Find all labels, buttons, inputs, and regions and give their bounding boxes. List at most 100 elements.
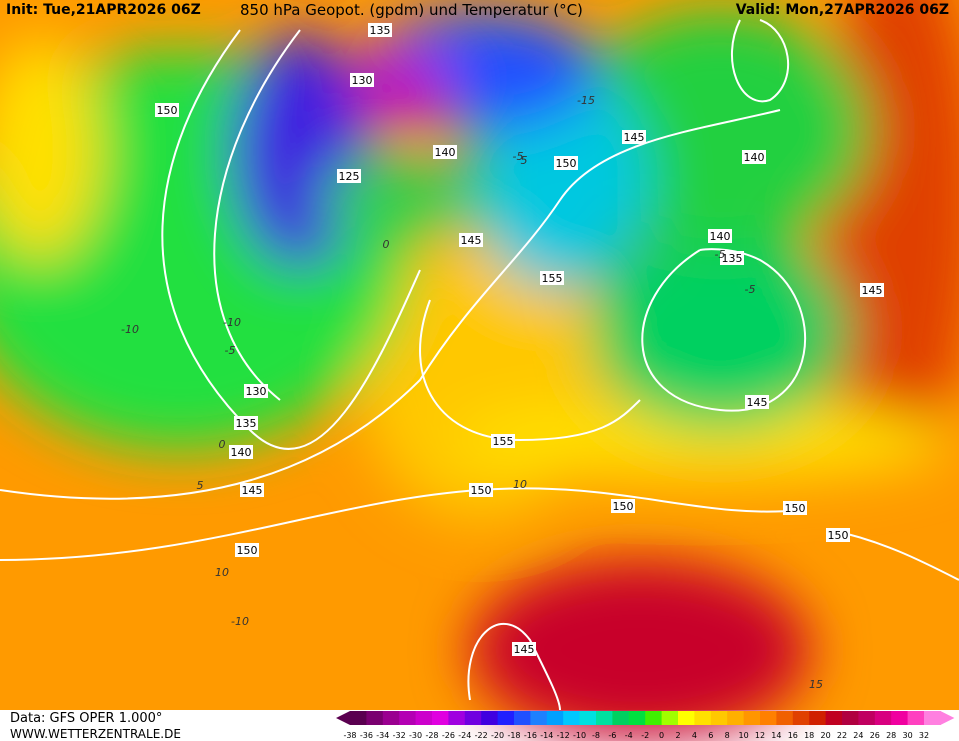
- data-source: Data: GFS OPER 1.000°: [10, 711, 163, 726]
- colorbar-label: -20: [491, 731, 504, 740]
- temperature-label: 15: [809, 678, 823, 691]
- colorbar-swatch: [825, 711, 843, 725]
- geopotential-label: 135: [370, 24, 391, 37]
- geopotential-label: 155: [493, 435, 514, 448]
- colorbar-label: 20: [821, 731, 831, 740]
- colorbar-label: 24: [853, 731, 863, 740]
- geopotential-label: 140: [710, 230, 731, 243]
- colorbar-label: -6: [608, 731, 616, 740]
- colorbar-label: 32: [919, 731, 929, 740]
- colorbar-label: 22: [837, 731, 847, 740]
- colorbar-swatch: [530, 711, 548, 725]
- contour-label-box: [611, 499, 635, 513]
- temperature-label: 0: [219, 438, 226, 451]
- colorbar-swatch: [727, 711, 745, 725]
- contour-label-box: [459, 233, 483, 247]
- temperature-label: -15: [577, 94, 595, 107]
- colorbar-label: -22: [475, 731, 488, 740]
- geopotential-label: 150: [785, 502, 806, 515]
- colorbar-label: -8: [592, 731, 600, 740]
- colorbar-label: -38: [343, 731, 356, 740]
- contour-label-box: [469, 483, 493, 497]
- colorbar-label: -4: [625, 731, 633, 740]
- contour-label-box: [337, 169, 361, 183]
- colorbar-swatch: [743, 711, 761, 725]
- temperature-label: 0: [383, 238, 390, 251]
- contour-label-box: [350, 73, 374, 87]
- colorbar-swatch: [678, 711, 695, 725]
- geopotential-label: 145: [242, 484, 263, 497]
- init-time: Init: Tue,21APR2026 06Z: [6, 2, 201, 18]
- colorbar-label: 12: [755, 731, 765, 740]
- temperature-label: 10: [215, 566, 229, 579]
- colorbar-swatch: [399, 711, 417, 725]
- colorbar-label: -26: [442, 731, 455, 740]
- colorbar-swatch: [628, 711, 646, 725]
- geopotential-label: 140: [744, 151, 765, 164]
- colorbar-label: -34: [376, 731, 389, 740]
- colorbar-swatch: [694, 711, 712, 725]
- temperature-label: -5: [513, 150, 524, 163]
- geopotential-label: 150: [556, 157, 577, 170]
- colorbar-swatch: [645, 711, 663, 725]
- colorbar-swatch: [842, 711, 859, 725]
- contour-label-box: [783, 501, 807, 515]
- colorbar-label: 8: [725, 731, 730, 740]
- colorbar-label: -10: [573, 731, 586, 740]
- temperature-label: 10: [513, 478, 527, 491]
- map-title: 850 hPa Geopot. (gpdm) und Temperatur (°…: [240, 1, 583, 19]
- geopotential-label: 130: [246, 385, 267, 398]
- colorbar-swatch: [563, 711, 581, 725]
- colorbar-swatch: [350, 711, 367, 725]
- colorbar-swatch: [858, 711, 876, 725]
- temperature-label: -5: [745, 283, 756, 296]
- colorbar-label: 18: [804, 731, 814, 740]
- colorbar-label: 14: [771, 731, 781, 740]
- colorbar-swatch: [415, 711, 433, 725]
- contour-label-box: [512, 642, 536, 656]
- geopotential-label: 150: [157, 104, 178, 117]
- colorbar-swatch: [366, 711, 384, 725]
- colorbar-label: 0: [659, 731, 664, 740]
- contour-label-box: [860, 283, 884, 297]
- colorbar-label: 30: [903, 731, 913, 740]
- colorbar-swatch: [546, 711, 564, 725]
- colorbar-label: -12: [557, 731, 570, 740]
- colorbar-label: 6: [708, 731, 713, 740]
- geopotential-label: 150: [613, 500, 634, 513]
- colorbar-swatch: [907, 711, 925, 725]
- geopotential-label: 150: [471, 484, 492, 497]
- colorbar-label: 28: [886, 731, 896, 740]
- temperature-label: -10: [121, 323, 139, 336]
- colorbar-swatch: [710, 711, 728, 725]
- colorbar-swatch: [448, 711, 466, 725]
- colorbar-swatch: [579, 711, 597, 725]
- geopotential-contours: [0, 19, 959, 711]
- colorbar-label: 10: [739, 731, 749, 740]
- contour-label-box: [244, 384, 268, 398]
- geopotential-label: 145: [747, 396, 768, 409]
- temperature-label: 5: [521, 154, 528, 167]
- colorbar-label: -14: [540, 731, 553, 740]
- colorbar-label: -2: [641, 731, 649, 740]
- colorbar-arrow-right: [940, 711, 955, 725]
- colorbar-label: -36: [360, 731, 373, 740]
- geopotential-label: 145: [862, 284, 883, 297]
- geopotential-label: 145: [624, 131, 645, 144]
- colorbar-swatch: [497, 711, 515, 725]
- colorbar-swatch: [792, 711, 810, 725]
- colorbar-label: 4: [692, 731, 697, 740]
- contour-label-box: [742, 150, 766, 164]
- temperature-label: -10: [231, 615, 249, 628]
- contour-label-box: [491, 434, 515, 448]
- colorbar-swatch: [432, 711, 449, 725]
- contour-label-box: [155, 103, 179, 117]
- geopotential-label: 145: [461, 234, 482, 247]
- colorbar-label: -32: [393, 731, 406, 740]
- colorbar-label: -30: [409, 731, 422, 740]
- contour-label-box: [622, 130, 646, 144]
- colorbar-swatch: [924, 711, 941, 725]
- colorbar-label: -28: [425, 731, 438, 740]
